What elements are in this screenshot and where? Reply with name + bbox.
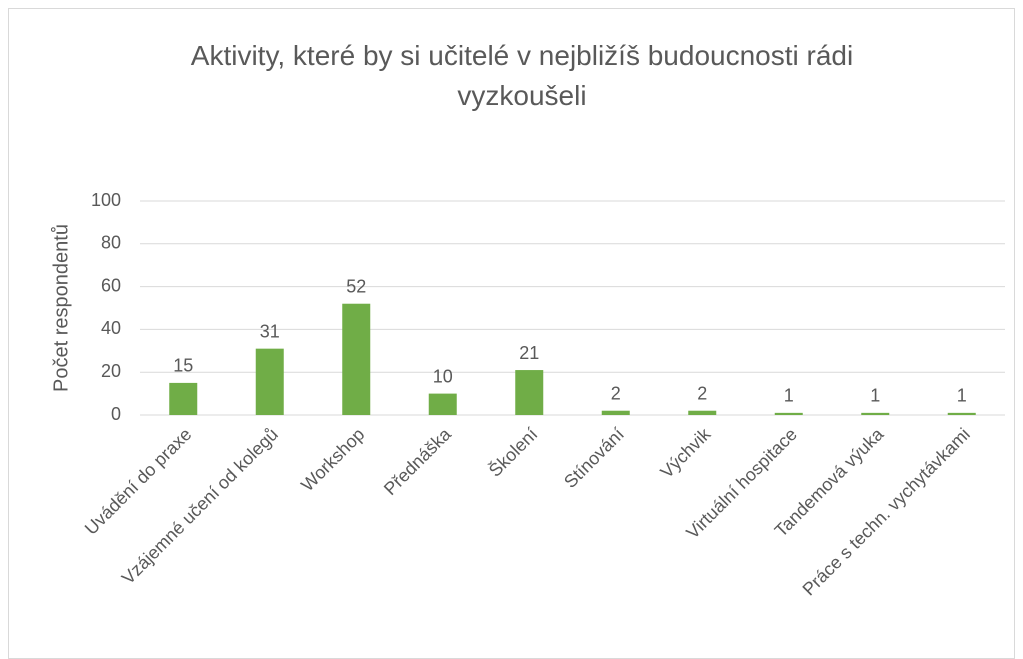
bar	[169, 382, 198, 415]
chart-title: Aktivity, které by si učitelé v nejbliží…	[190, 40, 854, 111]
data-label: 52	[346, 276, 366, 296]
bar	[774, 412, 803, 415]
data-label: 15	[173, 356, 193, 376]
y-tick-label: 40	[101, 318, 121, 338]
y-tick-label: 80	[101, 233, 121, 253]
data-label: 1	[957, 386, 967, 406]
x-tick-label: Vzájemné učení od kolegů	[118, 424, 282, 588]
bar	[428, 393, 457, 415]
y-tick-label: 20	[101, 361, 121, 381]
bar	[947, 412, 976, 415]
bar	[515, 370, 544, 415]
y-tick-label: 100	[91, 190, 121, 210]
y-tick-label: 60	[101, 275, 121, 295]
bar	[861, 412, 890, 415]
x-tick-label: Přednáška	[380, 423, 456, 499]
data-label: 31	[260, 321, 280, 341]
x-tick-label: Školení	[484, 423, 541, 480]
x-tick-label: Výchvik	[656, 423, 715, 482]
data-label: 10	[433, 366, 453, 386]
x-tick-label: Stínování	[560, 424, 628, 492]
x-tick-label: Workshop	[297, 424, 368, 495]
y-axis-label: Počet respondentů	[50, 224, 72, 392]
data-label: 21	[519, 343, 539, 363]
data-label: 2	[611, 383, 621, 403]
data-label: 2	[697, 383, 707, 403]
bar	[342, 303, 371, 415]
bar	[601, 410, 630, 415]
x-tick-label: Práce s techn. vychytávkami	[799, 424, 974, 599]
bar	[255, 348, 284, 415]
y-tick-label: 0	[111, 404, 121, 424]
data-label: 1	[870, 386, 880, 406]
bar	[688, 410, 717, 415]
data-label: 1	[784, 386, 794, 406]
